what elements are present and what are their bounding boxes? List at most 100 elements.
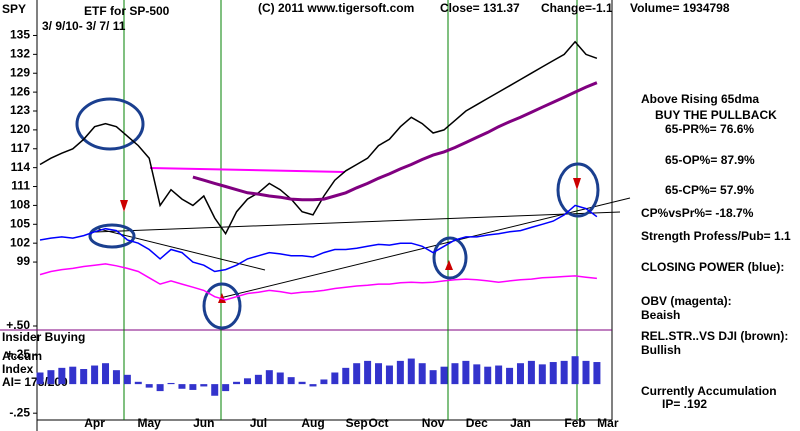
note: Above Rising 65dma: [641, 92, 759, 106]
change: Change=-1.1: [541, 1, 613, 15]
x-tick-label: Feb: [564, 416, 585, 430]
bar: [287, 377, 295, 385]
note: Bullish: [641, 343, 681, 357]
x-tick-label: Oct: [369, 416, 389, 430]
bar: [211, 384, 219, 396]
bar: [342, 367, 350, 385]
bar: [156, 384, 164, 392]
y-tick-label: 123: [10, 103, 30, 117]
bar: [276, 372, 284, 385]
y-tick-label: 114: [11, 160, 31, 174]
up-arrow: [445, 260, 453, 270]
bar: [189, 384, 197, 390]
bar: [407, 358, 415, 385]
bar: [320, 379, 328, 385]
close: Close= 131.37: [440, 1, 520, 15]
bar: [451, 363, 459, 385]
bar: [353, 363, 361, 385]
side-label: Insider Buying: [2, 330, 85, 344]
highlight-circle: [88, 223, 136, 249]
bar: [102, 363, 110, 385]
x-tick-label: Dec: [466, 416, 488, 430]
note: Beaish: [641, 308, 680, 322]
side-label: AI= 175/200: [2, 375, 68, 389]
y-tick-label: -.25: [9, 405, 30, 419]
bar: [91, 365, 99, 385]
note: 65-PR%= 76.6%: [665, 122, 754, 136]
trend-line: [94, 211, 621, 233]
bar: [506, 367, 514, 385]
bar: [364, 360, 372, 385]
bar: [222, 384, 230, 392]
bar: [167, 382, 175, 385]
note: 65-OP%= 87.9%: [665, 153, 755, 167]
highlight-circle: [432, 236, 468, 280]
note: IP= .192: [662, 397, 707, 411]
highlight-circle: [75, 97, 145, 151]
down-arrow: [573, 178, 581, 190]
note: OBV (magenta):: [641, 294, 732, 308]
bar: [265, 370, 273, 385]
bar: [473, 364, 481, 385]
note: Currently Accumulation: [641, 384, 777, 398]
bar: [298, 381, 306, 385]
side-label: Index: [2, 362, 34, 376]
bar: [593, 362, 601, 385]
arrows: [120, 178, 581, 303]
bar: [58, 367, 66, 385]
symbol: SPY: [2, 2, 26, 16]
bar: [516, 363, 524, 385]
y-tick-label: 105: [10, 216, 30, 230]
bar: [582, 360, 590, 385]
bar: [429, 370, 437, 385]
bar: [254, 374, 262, 385]
y-tick-label: 126: [10, 84, 30, 98]
bar: [243, 378, 251, 385]
note: REL.STR..VS DJI (brown):: [641, 329, 788, 343]
bar: [571, 356, 579, 385]
highlight-circle: [556, 162, 600, 218]
highlight-circles: [75, 97, 600, 330]
bar: [538, 364, 546, 385]
y-tick-label: 135: [10, 28, 30, 42]
y-tick-label: 132: [10, 47, 30, 61]
y-tick-label: 120: [10, 122, 30, 136]
series-line: [39, 40, 598, 236]
bar: [375, 363, 383, 385]
bar: [233, 381, 241, 385]
bar: [123, 374, 131, 385]
x-tick-label: Nov: [422, 416, 445, 430]
bar: [178, 384, 186, 389]
x-tick-label: Apr: [84, 416, 105, 430]
volume: Volume= 1934798: [630, 1, 730, 15]
bar: [418, 363, 426, 385]
bar: [112, 370, 120, 385]
trend-line: [94, 227, 266, 271]
highlight-circle: [202, 282, 242, 330]
side-label: Accum: [2, 349, 42, 363]
x-tick-label: Mar: [597, 416, 619, 430]
x-tick-label: Sep: [346, 416, 368, 430]
copyright: (C) 2011 www.tigersoft.com: [258, 1, 414, 15]
subtitle: ETF for SP-500: [84, 4, 170, 18]
series-line: [39, 204, 598, 273]
bar: [560, 360, 568, 385]
bar: [145, 384, 153, 388]
note: CLOSING POWER (blue):: [641, 260, 784, 274]
bar: [462, 360, 470, 385]
bar: [69, 366, 77, 385]
note: Strength Profess/Pub= 1.1: [641, 229, 791, 243]
series-line: [39, 263, 597, 301]
bar: [385, 365, 393, 385]
bar: [331, 372, 339, 385]
notes: Above Rising 65dma BUY THE PULLBACK 65-P…: [641, 92, 791, 411]
resistance-line: [149, 167, 346, 173]
bar: [396, 360, 404, 385]
y-tick-label: +.25: [6, 347, 30, 361]
note: 65-CP%= 57.9%: [665, 183, 754, 197]
date-range: 3/ 9/10- 3/ 7/ 11: [42, 19, 126, 33]
bar: [440, 366, 448, 385]
note: BUY THE PULLBACK: [655, 108, 777, 122]
bar: [495, 365, 503, 385]
